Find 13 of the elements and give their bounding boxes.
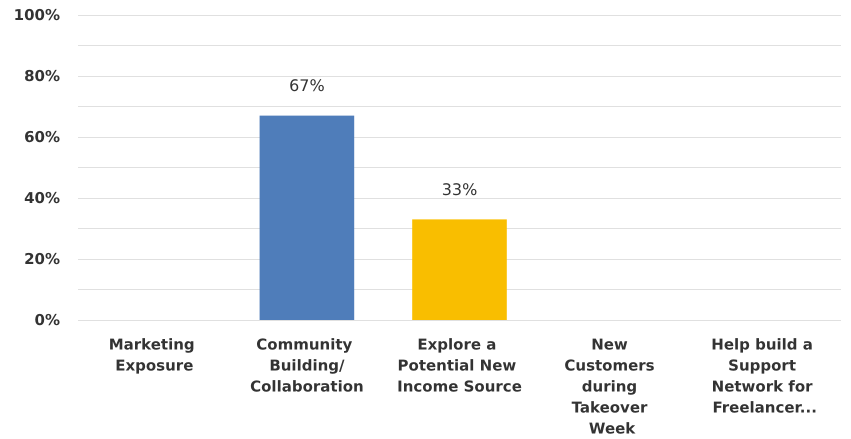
y-tick-label: 60% <box>24 128 60 146</box>
y-tick-label: 40% <box>24 189 60 207</box>
data-label: 67% <box>289 76 325 96</box>
x-tick-label: New Customers during Takeover Week <box>564 336 660 438</box>
y-tick-label: 100% <box>14 6 60 24</box>
x-tick-label: Community Building/Collaboration <box>250 336 364 396</box>
y-tick-label: 80% <box>24 67 60 85</box>
x-tick-label: Help build a Support Network for Freelancer... <box>711 336 818 416</box>
y-tick-label: 20% <box>24 250 60 268</box>
x-tick-label: Explore a Potential New Income Source <box>397 336 522 396</box>
y-tick-label: 0% <box>34 311 60 329</box>
x-tick-label: Marketing Exposure <box>108 336 200 374</box>
data-label: 33% <box>442 180 478 199</box>
